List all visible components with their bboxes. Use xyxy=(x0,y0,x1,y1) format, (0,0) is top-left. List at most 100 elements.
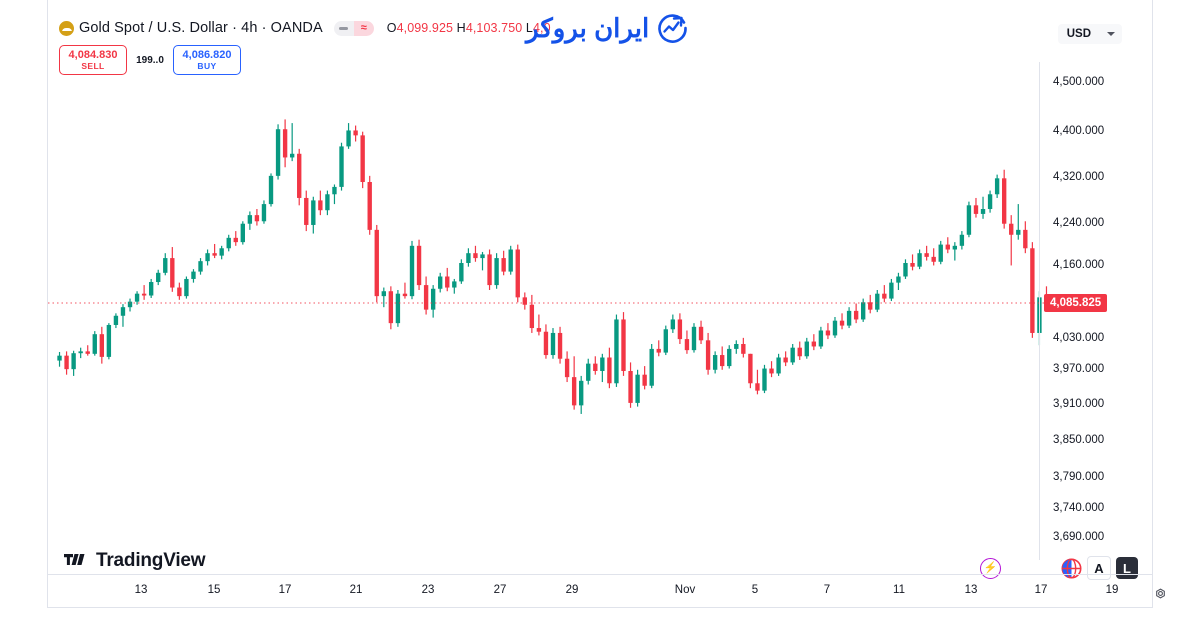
buy-label: BUY xyxy=(197,61,217,71)
candle-body xyxy=(177,287,182,297)
sell-price: 4,084.830 xyxy=(68,49,118,61)
price-scale[interactable]: 4,500.000 4,400.000 4,320.000 4,240.000 4,16… xyxy=(1039,62,1152,560)
candle-body xyxy=(141,293,147,296)
chart-style-toggle-group[interactable]: ≈ xyxy=(333,20,374,36)
candle-body xyxy=(360,135,365,182)
price-tick: 3,910.000 xyxy=(1053,398,1105,410)
candle-body xyxy=(670,319,676,330)
candle-body xyxy=(571,377,577,406)
candle-body xyxy=(755,383,760,391)
price-tick: 4,500.000 xyxy=(1053,76,1105,88)
price-tick: 4,030.000 xyxy=(1053,332,1105,344)
candle-body xyxy=(705,340,711,370)
candle-body xyxy=(346,130,351,147)
candle-body xyxy=(776,357,781,374)
candle-body xyxy=(191,271,196,279)
candle-body xyxy=(113,315,119,325)
candle-body xyxy=(938,244,943,262)
time-tick: 7 xyxy=(823,584,831,596)
candle-body xyxy=(148,282,154,296)
candle-body xyxy=(78,351,83,354)
time-tick: Nov xyxy=(674,584,696,596)
candle-body xyxy=(804,341,809,357)
candle-body xyxy=(438,276,443,289)
price-tick: 3,850.000 xyxy=(1053,434,1105,446)
candle-body xyxy=(508,249,513,272)
candle-body xyxy=(106,324,112,357)
candle-body xyxy=(712,355,718,370)
ohlc-high-label: H xyxy=(456,21,466,35)
candle-body xyxy=(452,281,457,288)
time-tick: 19 xyxy=(1105,584,1119,596)
candle-body xyxy=(628,371,633,403)
candle-body xyxy=(409,245,415,297)
gold-coin-icon xyxy=(59,20,74,36)
symbol-title[interactable]: Gold Spot / U.S. Dollar · 4h · OANDA xyxy=(79,20,323,36)
ohlc-high-value: 4,103.750 xyxy=(465,21,523,35)
gear-icon[interactable] xyxy=(1153,586,1168,601)
candle-body xyxy=(614,319,619,384)
brand-name: ایران بروکر xyxy=(526,12,650,43)
candle-body xyxy=(931,256,936,262)
wave-icon[interactable]: ≈ xyxy=(353,20,374,36)
candle-body xyxy=(825,330,831,336)
time-scale[interactable]: 13 15 17 21 23 27 29 Nov 5 7 11 13 17 19 xyxy=(48,574,1152,607)
candle-body xyxy=(945,244,950,250)
ohlc-low-value: 4,0 xyxy=(532,21,551,35)
candle-body xyxy=(663,329,668,353)
dash-icon[interactable] xyxy=(333,20,354,36)
candle-body xyxy=(1009,223,1014,235)
candle-body xyxy=(233,237,238,243)
candle-body xyxy=(684,339,690,351)
candle-body xyxy=(318,200,323,211)
candle-body xyxy=(198,261,203,272)
ohlc-values: O4,099.925 H4,103.750 L4,0 xyxy=(387,21,551,35)
globe-icon[interactable] xyxy=(1061,558,1082,579)
candle-body xyxy=(579,380,584,406)
candle-body xyxy=(163,258,168,273)
candle-body xyxy=(466,253,471,263)
candle-body xyxy=(543,331,549,356)
buy-price: 4,086.820 xyxy=(182,49,232,61)
candle-body xyxy=(769,368,774,374)
chart-plot-area[interactable] xyxy=(48,20,1087,560)
candle-body xyxy=(677,319,683,340)
candle-body xyxy=(924,253,929,257)
candle-body xyxy=(853,310,859,320)
time-tick: 23 xyxy=(421,584,435,596)
candle-body xyxy=(818,330,824,347)
candle-body xyxy=(783,357,788,363)
candle-body xyxy=(832,320,838,336)
candle-body xyxy=(282,129,288,158)
candle-body xyxy=(416,245,422,286)
candle-body xyxy=(120,307,126,316)
candle-body xyxy=(522,297,527,305)
tradingview-logo[interactable]: TradingView xyxy=(64,550,206,572)
candle-body xyxy=(741,344,746,354)
candle-body xyxy=(261,204,267,222)
candle-body xyxy=(621,319,626,371)
buy-button[interactable]: 4,086.820 BUY xyxy=(173,45,241,75)
time-tick: 5 xyxy=(751,584,759,596)
font-size-button[interactable]: A xyxy=(1087,556,1111,580)
candle-body xyxy=(275,129,281,176)
price-tick: 4,240.000 xyxy=(1053,217,1105,229)
candle-body xyxy=(593,363,598,371)
time-tick: 13 xyxy=(964,584,978,596)
candle-body xyxy=(987,194,993,209)
candle-body xyxy=(1016,229,1021,235)
candle-body xyxy=(170,258,175,288)
trade-buttons: 4,084.830 SELL 199..0 4,086.820 BUY xyxy=(59,45,241,75)
time-tick: 13 xyxy=(134,584,148,596)
candle-body xyxy=(430,288,436,310)
candle-body xyxy=(903,263,908,277)
candle-body xyxy=(381,291,386,297)
lightning-bolt-icon[interactable]: ⚡ xyxy=(980,558,1001,579)
sell-button[interactable]: 4,084.830 SELL xyxy=(59,45,127,75)
log-scale-button[interactable]: L xyxy=(1116,557,1138,579)
currency-select[interactable]: USD xyxy=(1057,24,1122,44)
candle-body xyxy=(557,332,563,359)
candle-body xyxy=(445,276,450,288)
candle-body xyxy=(494,258,499,286)
candle-body xyxy=(134,293,140,302)
